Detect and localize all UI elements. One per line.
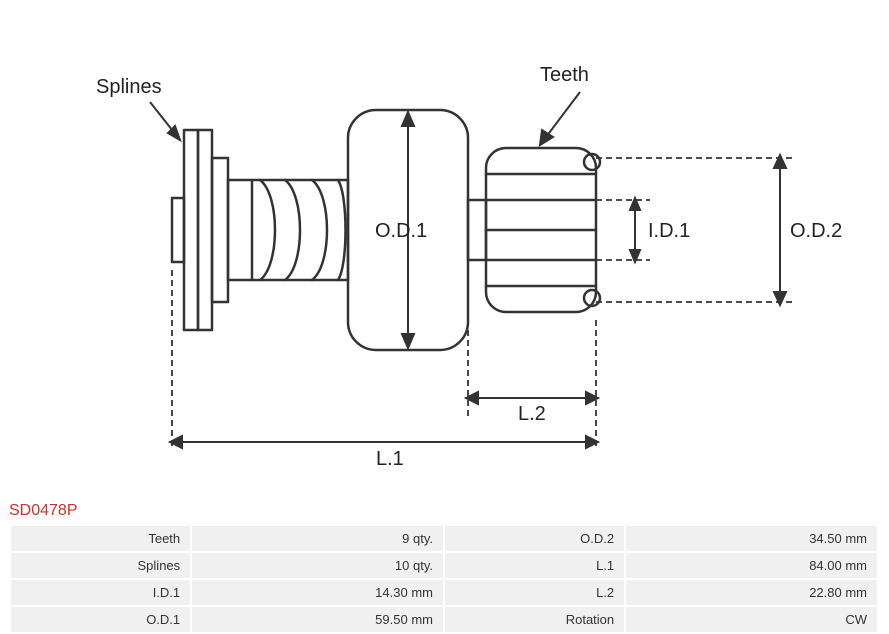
spec-value: 9 qty. (192, 526, 443, 551)
spec-value: 22.80 mm (626, 580, 877, 605)
spec-value: 59.50 mm (192, 607, 443, 632)
part-number: SD0478P (9, 502, 78, 520)
table-row: O.D.1 59.50 mm Rotation CW (11, 607, 877, 632)
technical-diagram: Splines Teeth O.D.1 I.D.1 O.D.2 L.2 L.1 (80, 40, 860, 480)
spec-value: 84.00 mm (626, 553, 877, 578)
table-row: Splines 10 qty. L.1 84.00 mm (11, 553, 877, 578)
spec-label: Splines (11, 553, 190, 578)
label-l1: L.1 (376, 448, 404, 471)
spec-label: Rotation (445, 607, 624, 632)
label-l2: L.2 (518, 403, 546, 426)
spec-label: O.D.2 (445, 526, 624, 551)
spec-label: L.1 (445, 553, 624, 578)
table-row: I.D.1 14.30 mm L.2 22.80 mm (11, 580, 877, 605)
spec-label: I.D.1 (11, 580, 190, 605)
label-teeth: Teeth (540, 64, 589, 87)
label-od2: O.D.2 (790, 220, 842, 243)
spec-value: 14.30 mm (192, 580, 443, 605)
specs-table: Teeth 9 qty. O.D.2 34.50 mm Splines 10 q… (9, 524, 879, 634)
spec-value: 10 qty. (192, 553, 443, 578)
label-splines: Splines (96, 76, 162, 99)
label-id1: I.D.1 (648, 220, 690, 243)
spec-value: 34.50 mm (626, 526, 877, 551)
spec-value: CW (626, 607, 877, 632)
spec-label: L.2 (445, 580, 624, 605)
spec-label: O.D.1 (11, 607, 190, 632)
diagram-svg (80, 40, 860, 480)
label-od1: O.D.1 (375, 220, 427, 243)
spec-label: Teeth (11, 526, 190, 551)
table-row: Teeth 9 qty. O.D.2 34.50 mm (11, 526, 877, 551)
